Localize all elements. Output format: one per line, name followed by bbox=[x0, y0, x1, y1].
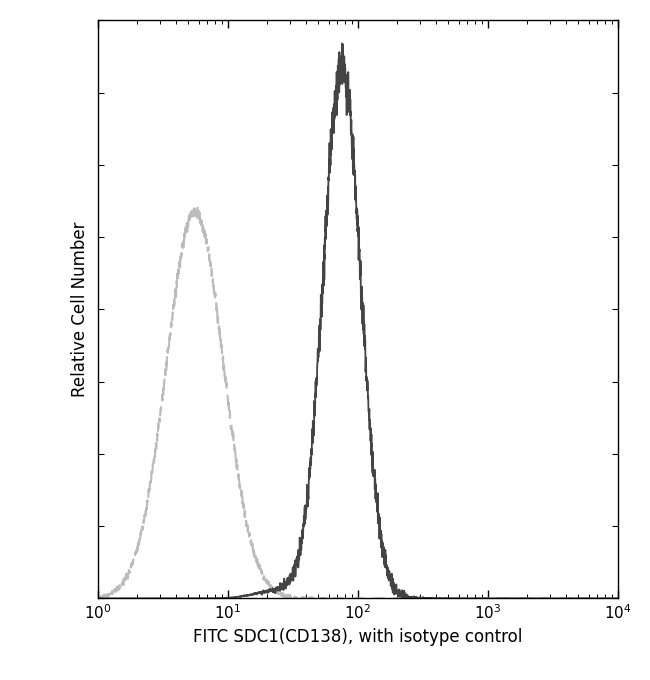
X-axis label: FITC SDC1(CD138), with isotype control: FITC SDC1(CD138), with isotype control bbox=[193, 628, 522, 645]
Y-axis label: Relative Cell Number: Relative Cell Number bbox=[71, 222, 89, 397]
